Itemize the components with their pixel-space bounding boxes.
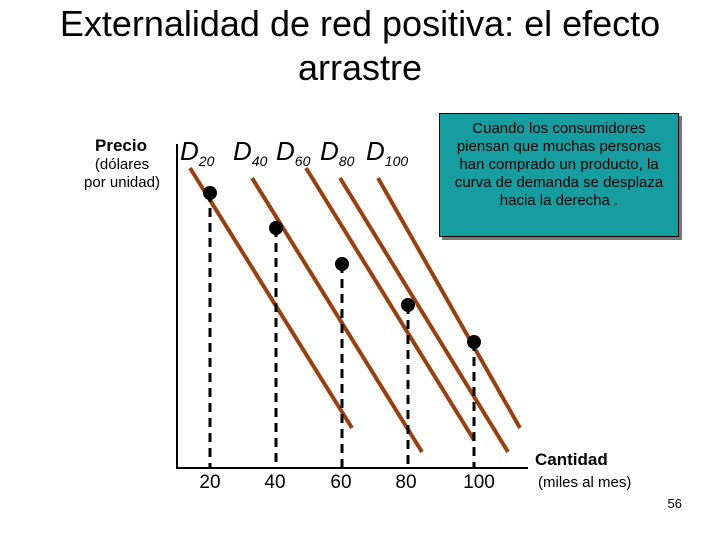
curve-label-base: D (180, 136, 199, 166)
curve-label-sub: 80 (338, 153, 355, 169)
x-tick-60: 60 (330, 472, 352, 493)
demand-curve-d60 (304, 166, 476, 442)
x-axis-label: Cantidad (535, 450, 608, 469)
curve-label-sub: 100 (384, 153, 409, 169)
curve-label-d40: D40 (233, 136, 267, 169)
curve-label-d80: D80 (320, 136, 354, 169)
y-axis-sublabel: (dólares por unidad) (72, 156, 172, 192)
point-100 (467, 335, 481, 349)
curve-label-base: D (366, 136, 385, 166)
point-80 (401, 298, 415, 312)
x-tick-100: 100 (463, 472, 495, 493)
page-number: 56 (667, 496, 682, 511)
curve-label-d20: D20 (180, 136, 214, 169)
x-tick-20: 20 (199, 472, 221, 493)
demand-curve-d20 (188, 166, 354, 430)
curve-label-d100: D100 (366, 136, 408, 169)
y-axis-label: Precio (95, 136, 147, 155)
title-line-1: Externalidad de red positiva: el efecto (59, 3, 661, 44)
callout-box: Cuando los consumidores piensan que much… (439, 113, 679, 237)
callout-text: Cuando los consumidores piensan que much… (454, 120, 664, 209)
demand-curve-d100 (376, 177, 522, 429)
x-tick-40: 40 (264, 472, 286, 493)
slide-title: Externalidad de red positiva: el efecto … (0, 2, 720, 90)
curve-label-base: D (233, 136, 252, 166)
y-axis-sublabel-line-2: por unidad) (84, 174, 160, 191)
title-line-2: arrastre (297, 47, 423, 88)
x-tick-80: 80 (395, 472, 417, 493)
curve-label-base: D (276, 136, 295, 166)
demand-curve-d80 (338, 176, 510, 454)
point-40 (269, 221, 283, 235)
y-axis-sublabel-line-1: (dólares (94, 156, 150, 173)
curve-label-d60: D60 (276, 136, 310, 169)
point-60 (335, 257, 349, 271)
curve-label-sub: 40 (251, 153, 268, 169)
curve-label-sub: 60 (294, 153, 311, 169)
point-20 (203, 186, 217, 200)
curve-label-base: D (320, 136, 339, 166)
curve-label-sub: 20 (198, 153, 215, 169)
x-axis-sublabel: (miles al mes) (538, 474, 632, 491)
